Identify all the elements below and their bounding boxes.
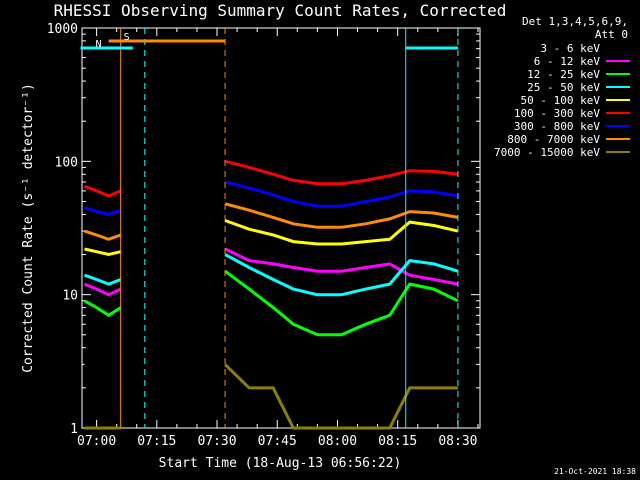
legend-entry-label: 3 - 6 keV	[540, 42, 600, 55]
legend-header: Att 0	[595, 28, 628, 41]
series-line	[83, 299, 122, 318]
series-line	[84, 229, 122, 241]
legend-entry-label: 50 - 100 keV	[521, 94, 601, 107]
y-tick-label: 1000	[47, 22, 78, 37]
x-axis-ticks: 07:00 07:15 07:30 07:45 08:00 08:15 08:30	[77, 28, 479, 449]
legend-entry-label: 12 - 25 keV	[527, 68, 600, 81]
series-line	[83, 184, 122, 198]
legend-entry-label: 300 - 800 keV	[514, 120, 600, 133]
x-tick-label: 07:30	[197, 434, 236, 449]
series-line	[224, 219, 459, 246]
legend-header: Det 1,3,4,5,6,9,	[522, 15, 628, 28]
y-axis-ticks: 1 10 100 1000	[47, 22, 480, 437]
x-tick-label: 07:15	[137, 434, 176, 449]
series-line	[224, 159, 459, 186]
series-line	[224, 253, 459, 297]
flag-label: N	[96, 39, 102, 50]
legend-entry-label: 100 - 300 keV	[514, 107, 600, 120]
markers-group	[120, 28, 459, 428]
x-tick-label: 08:00	[318, 434, 357, 449]
x-tick-label: 08:30	[438, 434, 477, 449]
series-line	[224, 202, 459, 229]
series-line	[83, 282, 122, 297]
legend-entry-label: 7000 - 15000 keV	[494, 146, 600, 159]
series-line	[224, 269, 459, 337]
series-group	[83, 159, 459, 430]
legend-entry-label: 6 - 12 keV	[534, 55, 601, 68]
plot-frame	[81, 27, 481, 429]
legend-entry-label: 25 - 50 keV	[527, 81, 600, 94]
x-axis-label: Start Time (18-Aug-13 06:56:22)	[159, 456, 402, 471]
series-line	[84, 247, 122, 257]
y-tick-label: 10	[62, 289, 78, 304]
series-line	[84, 206, 122, 216]
series-line	[224, 247, 459, 286]
x-tick-label: 07:00	[77, 434, 116, 449]
x-tick-label: 08:15	[378, 434, 417, 449]
x-tick-label: 07:45	[258, 434, 297, 449]
timestamp: 21-Oct-2021 18:38	[554, 467, 636, 476]
chart-title: RHESSI Observing Summary Count Rates, Co…	[54, 1, 507, 20]
y-tick-label: 1	[70, 422, 78, 437]
series-line	[224, 363, 458, 430]
flag-label: S	[124, 32, 130, 43]
legend-entry-label: 800 - 7000 keV	[507, 133, 600, 146]
series-line	[83, 273, 122, 286]
flags-group: SN	[80, 32, 458, 50]
y-axis-label: Corrected Count Rate (s⁻¹ detector⁻¹)	[21, 83, 36, 373]
y-tick-label: 100	[55, 155, 78, 170]
series-line	[224, 180, 459, 208]
